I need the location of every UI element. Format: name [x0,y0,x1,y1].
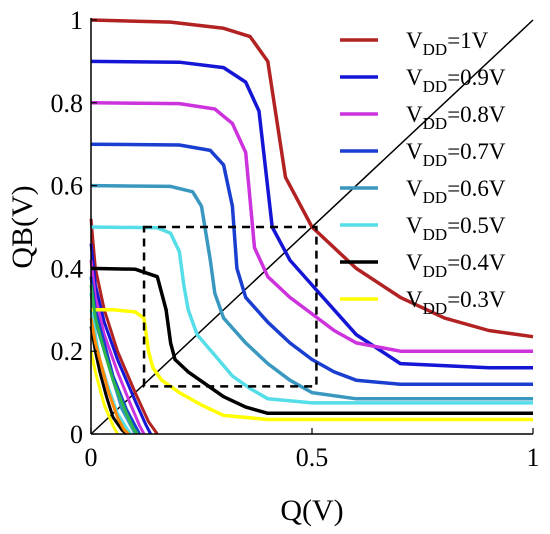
x-axis-label: Q(V) [280,494,343,527]
series-curve-7 [90,266,533,416]
series-curve-3 [90,101,533,353]
series-curve-6 [90,225,533,405]
x-tick-label: 0 [85,443,98,472]
x-tick-label: 1 [527,443,540,472]
series-mirror-curve-3 [89,259,146,435]
plot-marks [89,18,534,436]
legend-label-3: VDD=0.8V [406,102,506,133]
y-tick-label: 0.2 [51,337,84,366]
y-tick-label: 1 [70,6,83,35]
legend: VDD=1V VDD=0.9V VDD=0.8V VDD=0.7V VDD=0.6V VD… [340,28,506,318]
legend-label-4: VDD=0.7V [406,139,506,170]
axes: 0 0.2 0.4 0.6 0.8 1 0 0.5 1 Q(V) QB(V) [6,6,540,527]
legend-label-8: VDD=0.3V [406,287,506,318]
legend-label-1: VDD=1V [406,28,489,59]
x-tick-label: 0.5 [296,443,329,472]
legend-label-2: VDD=0.9V [406,65,506,96]
legend-label-7: VDD=0.4V [406,250,506,281]
series-curve-5 [90,183,533,401]
legend-label-6: VDD=0.5V [406,213,506,244]
series-curve-8 [91,308,533,422]
series-curve-1 [90,18,534,339]
series-curve-4 [90,142,533,387]
legend-label-5: VDD=0.6V [406,176,506,207]
y-tick-label: 0.8 [51,89,84,118]
y-axis-label: QB(V) [6,185,39,268]
noise-margin-box [142,225,318,388]
series-mirror-curve-8 [89,350,119,435]
y-tick-label: 0.4 [51,254,84,283]
series-mirror-curve-10 [89,317,130,436]
series-curve-2 [90,59,533,370]
y-tick-label: 0.6 [51,172,84,201]
y-tick-label: 0 [70,420,83,449]
series-mirror-curve-9 [89,284,139,435]
